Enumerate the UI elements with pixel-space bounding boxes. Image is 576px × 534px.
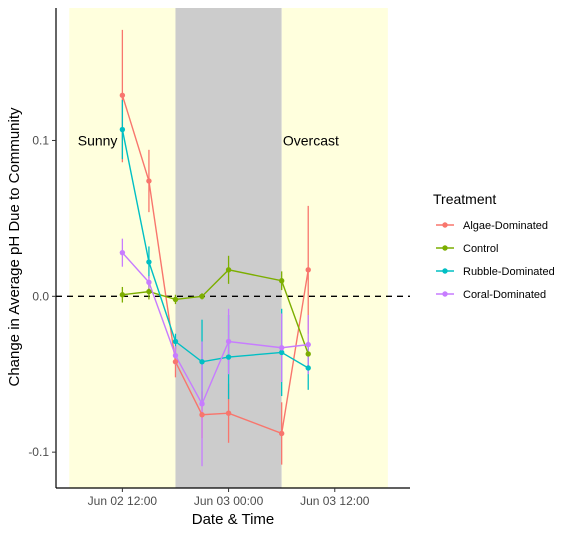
y-tick-label: -0.1 [28,445,49,459]
data-point-coral-dominated [119,249,126,256]
data-point-rubble-dominated [278,349,285,356]
x-tick-labels: Jun 02 12:00 Jun 03 00:00 Jun 03 12:00 [88,494,370,508]
data-point-control [146,288,152,295]
legend-label: Algae-Dominated [463,220,548,232]
data-point-coral-dominated [225,338,232,345]
x-axis-title: Date & Time [192,511,275,528]
data-point-algae-dominated [225,410,232,416]
legend-key-point [442,291,448,297]
data-point-rubble-dominated [172,338,179,345]
y-tick-labels: -0.1 0.0 0.1 [28,133,49,459]
data-point-coral-dominated [199,401,205,407]
data-point-algae-dominated [146,178,152,184]
legend-label: Coral-Dominated [463,289,546,301]
data-point-rubble-dominated [199,359,205,365]
legend-label: Rubble-Dominated [463,266,555,278]
legend: Treatment Algae-Dominated Control Rubble-D… [433,191,555,301]
data-point-algae-dominated [119,92,126,98]
data-point-control [172,296,179,303]
annotations: Sunny Overcast [78,132,339,148]
data-point-control [119,292,126,298]
data-point-rubble-dominated [146,259,152,265]
data-point-algae-dominated [278,430,285,437]
data-point-control [199,293,205,300]
legend-label: Control [463,243,498,255]
legend-key-point [442,268,448,274]
data-points [119,92,311,437]
data-point-coral-dominated [305,341,311,348]
data-point-algae-dominated [199,412,205,418]
y-tick-label: 0.0 [32,289,49,303]
data-point-coral-dominated [172,352,179,359]
data-point-rubble-dominated [225,354,232,360]
y-axis-title: Change in Average pH Due to Community [6,107,23,387]
data-point-control [278,278,285,284]
data-point-control [305,351,311,357]
data-point-coral-dominated [146,279,152,285]
legend-key-point [442,245,448,251]
x-tick-label: Jun 03 00:00 [194,494,264,508]
data-point-rubble-dominated [119,126,126,133]
legend-key-point [442,222,448,228]
annotation-label: Sunny [78,132,118,148]
data-point-control [225,267,232,273]
data-point-algae-dominated [305,267,311,273]
x-tick-label: Jun 02 12:00 [88,494,158,508]
legend-title: Treatment [433,191,496,207]
data-point-algae-dominated [172,359,179,365]
background-band [281,8,388,488]
data-point-coral-dominated [278,345,285,351]
y-tick-label: 0.1 [32,133,49,147]
axes [52,8,410,492]
annotation-label: Overcast [283,132,339,148]
x-tick-label: Jun 03 12:00 [300,494,370,508]
data-point-rubble-dominated [305,365,311,371]
